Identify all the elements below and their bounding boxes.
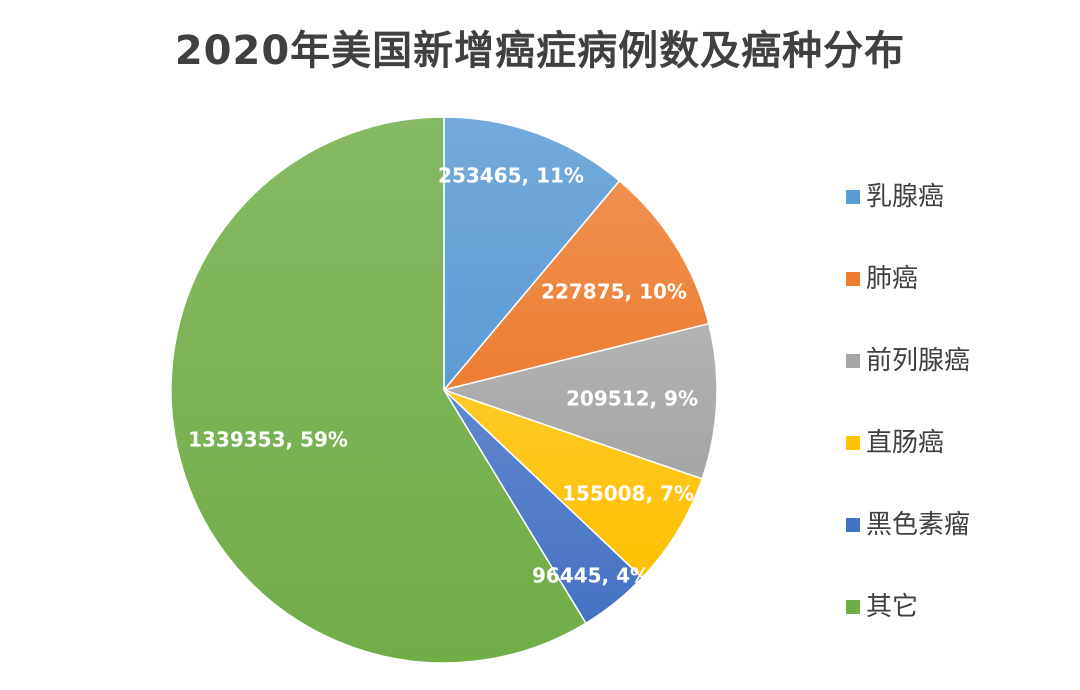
data-label: 227875, 10% [541,280,687,304]
legend-label: 乳腺癌 [866,182,945,212]
chart-title: 2020年美国新增癌症病例数及癌种分布 [174,28,906,74]
legend-item-lung-cancer: 肺癌 [846,262,970,344]
legend-item-other: 其它 [846,590,970,672]
legend-label: 肺癌 [866,264,919,294]
legend-swatch [846,518,860,532]
legend-item-melanoma: 黑色素瘤 [846,508,970,590]
legend-swatch [846,436,860,450]
legend-swatch [846,272,860,286]
legend-swatch [846,600,860,614]
data-label: 1339353, 59% [188,428,348,452]
data-label: 253465, 11% [438,164,584,188]
data-label: 96445, 4% [532,564,650,588]
pie-slice [441,322,718,480]
legend-label: 其它 [866,592,919,622]
pie-slice [443,389,704,579]
pie-slice [441,179,710,392]
data-label: 155008, 7% [562,482,694,506]
legend-swatch [846,190,860,204]
pie-slice [443,116,621,393]
legend-label: 黑色素瘤 [866,510,971,540]
data-label: 209512, 9% [566,387,698,411]
legend-label: 直肠癌 [866,428,945,458]
chart-legend: 乳腺癌 肺癌 前列腺癌 直肠癌 黑色素瘤 其它 [846,180,970,672]
legend-item-rectal-cancer: 直肠癌 [846,426,970,508]
legend-label: 前列腺癌 [866,346,971,376]
legend-swatch [846,354,860,368]
pie-slice [170,116,587,664]
legend-item-breast-cancer: 乳腺癌 [846,180,970,262]
legend-item-prostate-cancer: 前列腺癌 [846,344,970,426]
